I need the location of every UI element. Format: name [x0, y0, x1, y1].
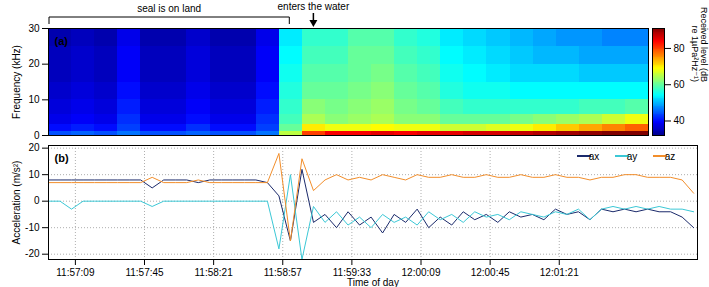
svg-text:0: 0 — [34, 195, 40, 206]
svg-text:(a): (a) — [55, 35, 69, 47]
svg-text:11:58:57: 11:58:57 — [264, 267, 303, 278]
svg-text:12:00:45: 12:00:45 — [471, 267, 510, 278]
svg-text:seal is on land: seal is on land — [137, 3, 201, 14]
svg-text:(b): (b) — [55, 152, 69, 164]
svg-text:11:58:21: 11:58:21 — [195, 267, 234, 278]
svg-text:40: 40 — [674, 115, 686, 126]
svg-text:10: 10 — [28, 169, 40, 180]
svg-text:Acceleration (m/s²): Acceleration (m/s²) — [11, 161, 22, 245]
svg-text:0: 0 — [34, 130, 40, 140]
svg-text:30: 30 — [28, 23, 40, 34]
svg-text:-20: -20 — [25, 248, 40, 259]
svg-text:12:00:09: 12:00:09 — [402, 267, 441, 278]
svg-text:Frequency (kHz): Frequency (kHz) — [11, 45, 22, 119]
svg-text:80: 80 — [674, 43, 686, 54]
svg-text:10: 10 — [28, 94, 40, 105]
svg-text:ax: ax — [589, 151, 600, 162]
svg-text:11:59:33: 11:59:33 — [332, 266, 371, 278]
svg-text:-10: -10 — [25, 222, 40, 233]
svg-text:ay: ay — [627, 151, 638, 162]
svg-text:Received level (dBre 1µPa²Hz⁻¹: Received level (dBre 1µPa²Hz⁻¹) — [690, 7, 709, 82]
svg-text:20: 20 — [28, 58, 40, 69]
svg-text:Time of day: Time of day — [347, 277, 399, 287]
svg-text:12:01:21: 12:01:21 — [540, 267, 579, 278]
svg-text:11:57:09: 11:57:09 — [56, 267, 95, 278]
svg-text:60: 60 — [674, 79, 686, 90]
svg-text:11:57:45: 11:57:45 — [125, 267, 164, 278]
svg-text:az: az — [665, 151, 676, 162]
svg-text:20: 20 — [28, 142, 40, 153]
svg-text:enters the water: enters the water — [278, 1, 350, 12]
